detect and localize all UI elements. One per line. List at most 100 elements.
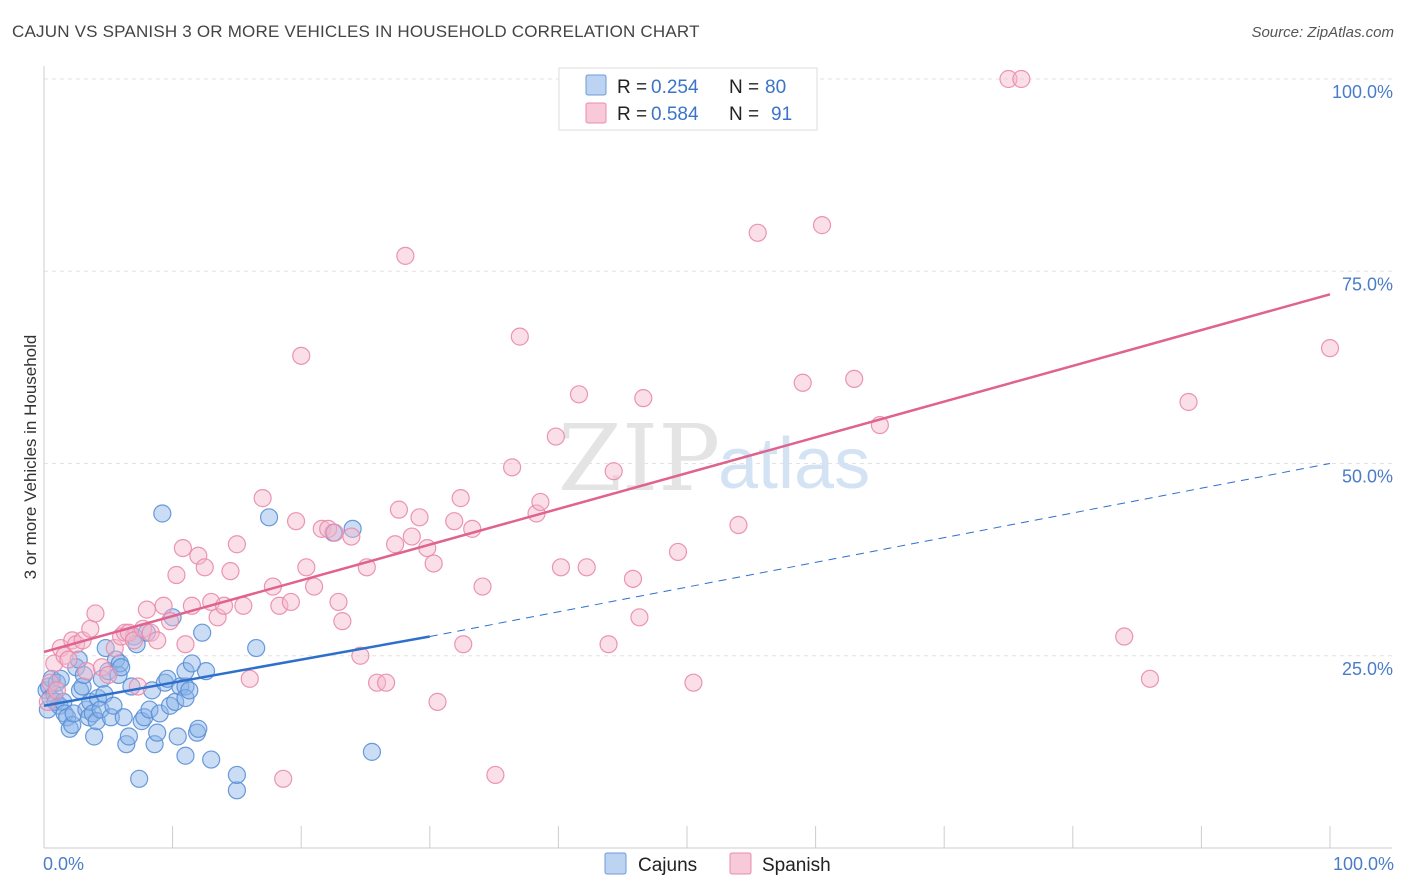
point-spanish-77	[546, 427, 565, 446]
legend-r-value-spanish: 0.584	[651, 104, 699, 125]
point-spanish-99	[1140, 669, 1160, 688]
point-cajuns-26	[87, 712, 106, 731]
bottom-legend-swatch-cajuns	[604, 852, 627, 875]
point-spanish-78	[551, 558, 571, 577]
point-cajuns-39	[114, 708, 133, 727]
point-spanish-98	[1115, 627, 1134, 646]
point-spanish-81	[599, 635, 618, 654]
data-points	[37, 69, 1340, 800]
point-spanish-55	[351, 646, 370, 665]
point-spanish-43	[274, 769, 293, 788]
y-tick-label-2: 75.0%	[1342, 274, 1393, 294]
point-spanish-100	[1179, 392, 1198, 412]
point-spanish-36	[221, 562, 240, 581]
trend-lines	[43, 293, 1331, 707]
point-spanish-101	[1320, 339, 1340, 358]
point-cajuns-9	[51, 669, 70, 688]
point-spanish-6	[59, 650, 78, 669]
point-spanish-80	[577, 558, 596, 577]
point-spanish-39	[240, 669, 259, 688]
point-spanish-34	[208, 608, 227, 627]
point-spanish-65	[424, 554, 443, 573]
bottom-legend: Cajuns Spanish	[604, 852, 831, 876]
point-spanish-14	[99, 665, 118, 685]
point-spanish-94	[845, 369, 864, 389]
chart-title: CAJUN VS SPANISH 3 OR MORE VEHICLES IN H…	[12, 22, 700, 41]
point-cajuns-51	[145, 735, 164, 754]
point-spanish-76	[531, 492, 550, 512]
watermark-atlas: atlas	[718, 424, 870, 504]
x-tick-labels: 0.0% 100.0%	[43, 854, 1394, 874]
point-spanish-54	[342, 527, 361, 546]
bottom-legend-swatch-spanish	[729, 852, 752, 875]
point-spanish-71	[473, 577, 492, 596]
grid	[44, 78, 1392, 657]
point-cajuns-72	[202, 750, 221, 769]
point-spanish-27	[167, 565, 186, 585]
legend-n-value-cajuns: 80	[765, 77, 786, 98]
point-cajuns-33	[101, 708, 120, 727]
point-cajuns-78	[343, 519, 362, 538]
point-cajuns-25	[85, 727, 104, 746]
point-spanish-93	[812, 216, 832, 235]
bottom-legend-label-cajuns: Cajuns	[638, 855, 697, 876]
trendline-cajuns	[43, 635, 431, 707]
watermark-zip: ZIP	[558, 405, 720, 512]
point-cajuns-45	[130, 769, 149, 788]
legend-n-value-spanish: 91	[771, 104, 792, 125]
legend-swatch-cajuns	[585, 74, 607, 96]
point-spanish-62	[402, 527, 421, 546]
point-spanish-68	[451, 489, 470, 508]
point-spanish-52	[329, 592, 348, 612]
point-spanish-51	[325, 523, 344, 542]
point-spanish-82	[604, 462, 623, 481]
point-spanish-24	[148, 631, 167, 650]
point-spanish-85	[634, 389, 653, 408]
point-spanish-84	[630, 608, 649, 627]
point-cajuns-76	[259, 508, 279, 527]
point-cajuns-54	[153, 504, 172, 523]
y-tick-labels: 25.0% 50.0% 75.0% 100.0%	[1332, 82, 1393, 679]
point-spanish-32	[195, 558, 214, 577]
point-spanish-67	[445, 512, 464, 531]
point-spanish-10	[77, 662, 96, 681]
point-spanish-11	[81, 619, 100, 638]
point-spanish-45	[286, 512, 306, 531]
point-spanish-3	[47, 681, 66, 700]
point-spanish-12	[86, 604, 105, 623]
point-spanish-42	[270, 596, 289, 615]
point-spanish-53	[333, 612, 352, 631]
point-spanish-86	[668, 542, 688, 562]
point-cajuns-14	[63, 715, 82, 735]
point-spanish-59	[385, 535, 405, 554]
point-spanish-29	[176, 635, 195, 654]
point-cajuns-53	[150, 704, 169, 723]
legend-swatch-spanish	[585, 102, 607, 124]
x-tick-label-max: 100.0%	[1333, 854, 1394, 874]
y-tick-label-1: 50.0%	[1342, 467, 1393, 487]
point-spanish-37	[227, 535, 246, 554]
y-tick-label-3: 100.0%	[1332, 82, 1393, 102]
trendline-spanish	[43, 293, 1331, 654]
point-spanish-96	[999, 69, 1018, 89]
legend-r-value-cajuns: 0.254	[651, 77, 699, 98]
point-spanish-72	[486, 765, 505, 785]
point-spanish-66	[428, 692, 447, 711]
point-spanish-73	[503, 458, 522, 477]
point-spanish-60	[389, 500, 409, 519]
point-spanish-69	[454, 635, 473, 654]
point-cajuns-70	[193, 623, 212, 642]
legend: R = 0.254 N = 80 R = 0.584 N = 91	[558, 67, 818, 131]
point-cajuns-69	[189, 719, 208, 738]
point-cajuns-41	[119, 727, 138, 746]
point-spanish-38	[234, 596, 253, 615]
point-spanish-20	[128, 677, 147, 696]
watermark: ZIP atlas	[558, 405, 870, 512]
point-cajuns-63	[176, 746, 195, 765]
bottom-legend-label-spanish: Spanish	[762, 855, 831, 876]
point-cajuns-49	[140, 700, 159, 719]
point-spanish-58	[376, 673, 396, 692]
point-cajuns-79	[362, 742, 382, 761]
point-spanish-88	[729, 515, 748, 535]
